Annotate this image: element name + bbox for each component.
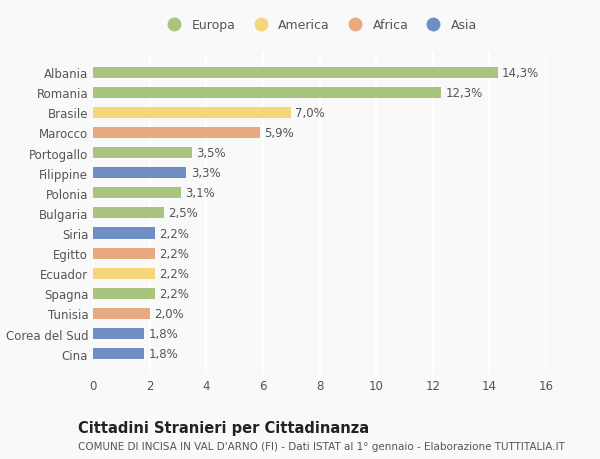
Text: 1,8%: 1,8% [148, 327, 178, 341]
Text: 2,2%: 2,2% [160, 287, 190, 300]
Text: 12,3%: 12,3% [445, 86, 483, 100]
Text: 2,2%: 2,2% [160, 267, 190, 280]
Text: 3,3%: 3,3% [191, 167, 220, 180]
Bar [93, 168, 187, 179]
Text: Cittadini Stranieri per Cittadinanza: Cittadini Stranieri per Cittadinanza [78, 420, 369, 435]
Bar [93, 308, 149, 319]
Bar [93, 328, 144, 339]
Text: 2,0%: 2,0% [154, 308, 184, 320]
Bar [93, 188, 181, 199]
Text: 3,5%: 3,5% [196, 147, 226, 160]
Bar [93, 107, 291, 118]
Bar [93, 348, 144, 359]
Text: 2,5%: 2,5% [168, 207, 198, 220]
Bar [93, 148, 192, 159]
Bar [93, 67, 498, 78]
Bar [93, 128, 260, 139]
Legend: Europa, America, Africa, Asia: Europa, America, Africa, Asia [157, 14, 482, 37]
Text: 5,9%: 5,9% [264, 127, 294, 140]
Text: 7,0%: 7,0% [295, 106, 325, 119]
Text: 14,3%: 14,3% [502, 67, 539, 79]
Bar [93, 88, 441, 99]
Bar [93, 228, 155, 239]
Bar [93, 208, 164, 219]
Text: 2,2%: 2,2% [160, 227, 190, 240]
Text: 2,2%: 2,2% [160, 247, 190, 260]
Bar [93, 268, 155, 279]
Bar [93, 248, 155, 259]
Text: 1,8%: 1,8% [148, 347, 178, 360]
Text: 3,1%: 3,1% [185, 187, 215, 200]
Text: COMUNE DI INCISA IN VAL D'ARNO (FI) - Dati ISTAT al 1° gennaio - Elaborazione TU: COMUNE DI INCISA IN VAL D'ARNO (FI) - Da… [78, 441, 565, 451]
Bar [93, 288, 155, 299]
